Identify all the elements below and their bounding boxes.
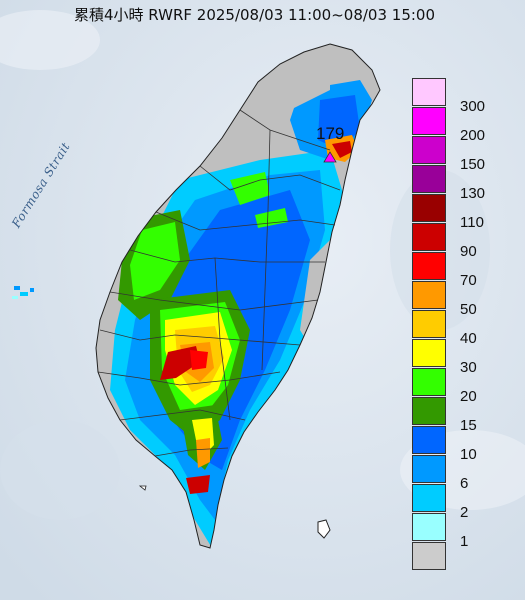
- legend-swatch: [412, 310, 446, 338]
- legend-swatch: [412, 484, 446, 512]
- legend-swatch: [412, 107, 446, 135]
- legend-label: 20: [460, 387, 477, 405]
- legend-label: 130: [460, 184, 486, 202]
- taiwan-island: [95, 43, 381, 549]
- legend-label: 300: [460, 97, 486, 115]
- legend-label: 10: [460, 445, 477, 463]
- legend-swatch: [412, 281, 446, 309]
- legend-label: 15: [460, 416, 477, 434]
- legend-swatch: [412, 368, 446, 396]
- legend-swatch: [412, 223, 446, 251]
- legend-label: 1: [460, 532, 469, 550]
- county-boundaries: [97, 109, 341, 457]
- legend-swatch: [412, 426, 446, 454]
- legend-label: 30: [460, 358, 477, 376]
- small-islands: [138, 485, 331, 539]
- triangle-marker: [323, 151, 337, 163]
- legend-label: 6: [460, 474, 469, 492]
- legend-swatch: [412, 339, 446, 367]
- legend-swatch: [412, 136, 446, 164]
- legend-label: 70: [460, 271, 477, 289]
- legend-label: 110: [460, 213, 484, 231]
- legend-label: 150: [460, 155, 486, 173]
- legend-swatch: [412, 194, 446, 222]
- legend-swatch: [412, 78, 446, 106]
- legend-label: 2: [460, 503, 469, 521]
- legend-label: 50: [460, 300, 477, 318]
- legend-swatch: [412, 165, 446, 193]
- legend-label: 90: [460, 242, 477, 260]
- offshore-rain-speckles: [12, 286, 34, 299]
- legend-swatch: [412, 252, 446, 280]
- legend-swatch: [412, 455, 446, 483]
- max-value-label: 179: [316, 124, 345, 143]
- legend-label: 40: [460, 329, 477, 347]
- legend-swatch: [412, 542, 446, 570]
- legend-label: 200: [460, 126, 486, 144]
- legend-swatch: [412, 397, 446, 425]
- map-title: 累積4小時 RWRF 2025/08/03 11:00~08/03 15:00: [74, 6, 436, 24]
- legend-swatch: [412, 513, 446, 541]
